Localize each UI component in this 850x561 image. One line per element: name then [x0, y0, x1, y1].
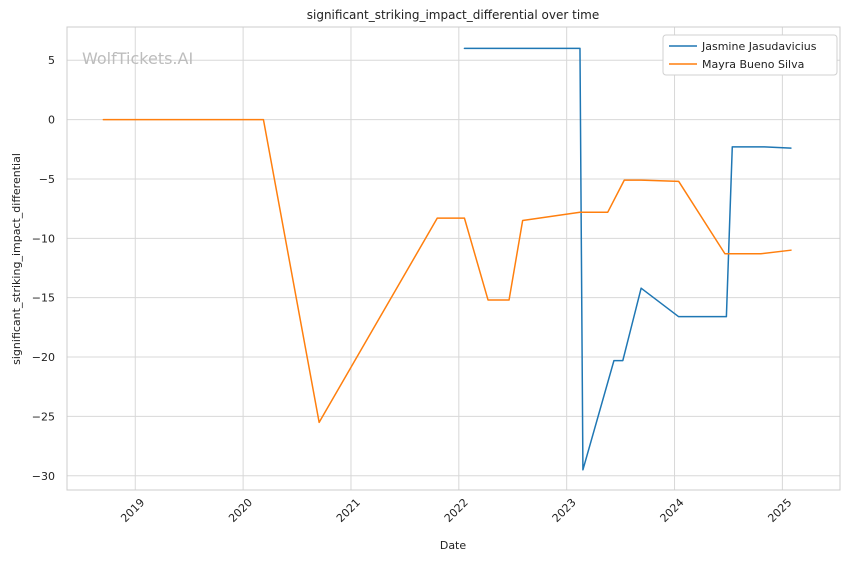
series-line-1: [102, 118, 792, 424]
y-tick-label: 0: [48, 114, 55, 127]
y-tick-label: −20: [32, 351, 55, 364]
y-axis-label: significant_striking_impact_differential: [10, 153, 23, 365]
y-tick-label: −5: [39, 173, 55, 186]
legend-box: [662, 34, 838, 76]
legend: Jasmine Jasudavicius Mayra Bueno Silva: [662, 34, 838, 76]
plot-area: [66, 26, 841, 491]
y-tick-label: −30: [32, 470, 55, 483]
grid: [67, 27, 840, 490]
y-tick-label: −15: [32, 292, 55, 305]
watermark: WolfTickets.AI: [82, 49, 193, 68]
y-axis: 5 0 −5 −10 −15 −20 −25 −30: [32, 54, 55, 483]
legend-label: Mayra Bueno Silva: [702, 58, 804, 71]
legend-label: Jasmine Jasudavicius: [701, 40, 817, 53]
chart-title: significant_striking_impact_differential…: [307, 8, 599, 22]
y-tick-label: −25: [32, 410, 55, 423]
series-lines: [102, 47, 792, 471]
series-line-0: [463, 47, 792, 471]
y-tick-label: 5: [48, 54, 55, 67]
plot-background: [67, 27, 840, 490]
x-axis-label: Date: [440, 539, 467, 552]
plot-frame: [66, 26, 841, 491]
y-tick-label: −10: [32, 232, 55, 245]
